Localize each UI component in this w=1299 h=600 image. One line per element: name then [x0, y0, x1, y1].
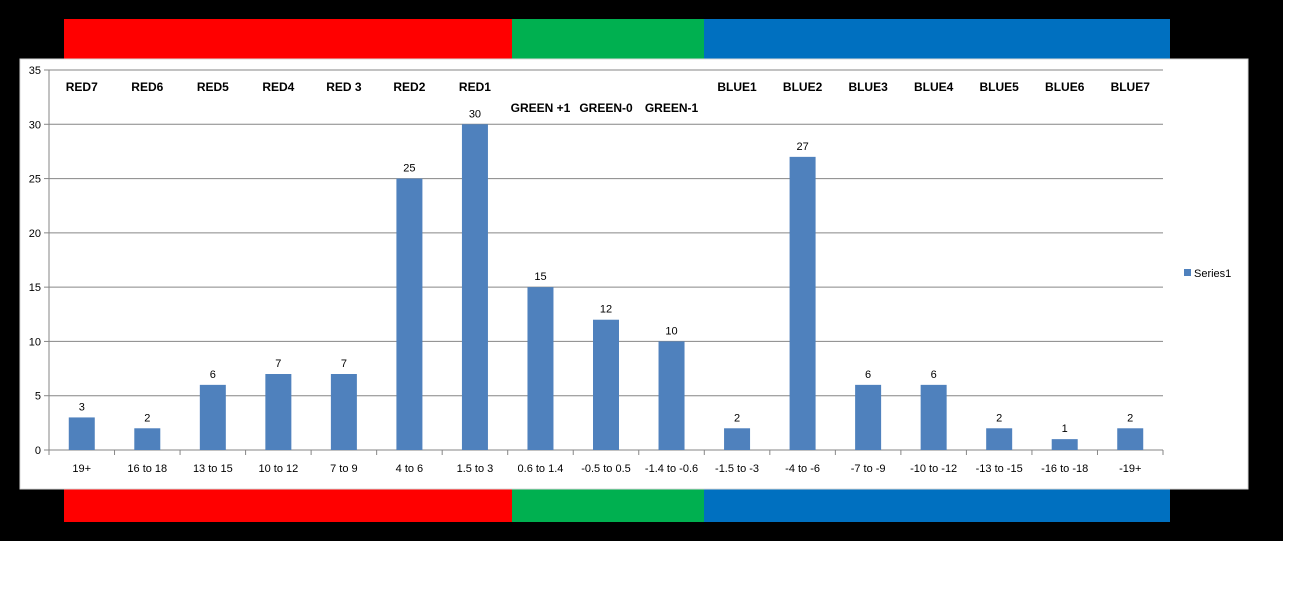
y-tick-label: 0 — [35, 445, 41, 457]
data-label: 6 — [865, 369, 871, 381]
data-label: 27 — [796, 141, 808, 153]
x-tick-label: -7 to -9 — [851, 463, 886, 475]
bar — [920, 384, 947, 450]
x-tick-label: 10 to 12 — [258, 463, 298, 475]
group-label: RED 3 — [326, 80, 362, 94]
data-label: 2 — [996, 412, 1002, 424]
data-label: 3 — [79, 401, 85, 413]
top-blue-strip — [704, 19, 1170, 59]
data-label: 7 — [275, 358, 281, 370]
group-label: RED1 — [459, 80, 491, 94]
group-label: BLUE7 — [1111, 80, 1151, 94]
x-tick-label: 16 to 18 — [127, 463, 167, 475]
data-label: 2 — [144, 412, 150, 424]
data-label: 7 — [341, 358, 347, 370]
group-label: BLUE2 — [783, 80, 823, 94]
data-label: 2 — [734, 412, 740, 424]
bar — [527, 287, 554, 450]
x-tick-label: 7 to 9 — [330, 463, 358, 475]
top-green-strip — [512, 19, 704, 59]
data-label: 30 — [469, 108, 481, 120]
x-tick-label: -1.4 to -0.6 — [645, 463, 698, 475]
x-tick-label: -13 to -15 — [976, 463, 1023, 475]
bar — [68, 417, 95, 450]
bar — [986, 428, 1013, 450]
bar — [658, 341, 685, 450]
legend-swatch — [1184, 269, 1191, 276]
x-tick-label: 0.6 to 1.4 — [518, 463, 564, 475]
x-tick-label: 19+ — [72, 463, 91, 475]
group-label: RED2 — [393, 80, 425, 94]
top-red-strip — [64, 19, 512, 59]
data-label: 6 — [931, 369, 937, 381]
bar — [593, 319, 619, 450]
x-tick-label: -10 to -12 — [910, 463, 957, 475]
group-label: RED7 — [66, 80, 98, 94]
group-label: BLUE5 — [980, 80, 1020, 94]
group-label: BLUE4 — [914, 80, 954, 94]
bar — [855, 384, 882, 450]
labels: 3 19+ RED7 2 16 to 18 RED6 6 13 to 15 RED5 7 10 to… — [66, 80, 1150, 475]
group-label: RED4 — [262, 80, 294, 94]
y-tick-label: 15 — [29, 282, 41, 294]
group-label: RED5 — [197, 80, 229, 94]
legend: Series1 — [1184, 268, 1231, 280]
bar — [330, 374, 357, 450]
group-label: BLUE3 — [848, 80, 888, 94]
data-label: 1 — [1062, 423, 1068, 435]
data-label: 10 — [665, 325, 677, 337]
bar — [199, 384, 226, 450]
x-tick-label: 4 to 6 — [396, 463, 424, 475]
x-tick-label: 13 to 15 — [193, 463, 233, 475]
bar — [461, 124, 488, 451]
bar — [134, 428, 161, 450]
bar — [396, 178, 423, 451]
bar — [1117, 428, 1144, 450]
x-tick-label: -0.5 to 0.5 — [581, 463, 631, 475]
legend-label-series1: Series1 — [1194, 268, 1231, 280]
y-tick-label: 25 — [29, 174, 41, 186]
group-label: GREEN +1 — [511, 101, 571, 115]
group-label: GREEN-1 — [645, 101, 699, 115]
y-tick-label: 35 — [29, 65, 41, 77]
group-label: BLUE6 — [1045, 80, 1085, 94]
data-label: 15 — [534, 271, 546, 283]
x-tick-label: -19+ — [1119, 463, 1141, 475]
bars — [68, 124, 1144, 451]
x-tick-label: -4 to -6 — [785, 463, 820, 475]
y-tick-label: 20 — [29, 228, 41, 240]
group-label: RED6 — [131, 80, 163, 94]
y-tick-label: 30 — [29, 119, 41, 131]
bar — [265, 374, 292, 450]
x-tick-label: 1.5 to 3 — [457, 463, 494, 475]
group-label: GREEN-0 — [579, 101, 633, 115]
data-label: 2 — [1127, 412, 1133, 424]
y-tick-label: 5 — [35, 391, 41, 403]
x-tick-label: -16 to -18 — [1041, 463, 1088, 475]
group-label: BLUE1 — [717, 80, 757, 94]
data-label: 25 — [403, 163, 415, 175]
bar — [789, 156, 816, 450]
data-label: 12 — [600, 304, 612, 316]
bar — [1051, 439, 1078, 450]
y-tick-label: 10 — [29, 336, 41, 348]
x-tick-label: -1.5 to -3 — [715, 463, 759, 475]
data-label: 6 — [210, 369, 216, 381]
bar — [724, 428, 751, 450]
